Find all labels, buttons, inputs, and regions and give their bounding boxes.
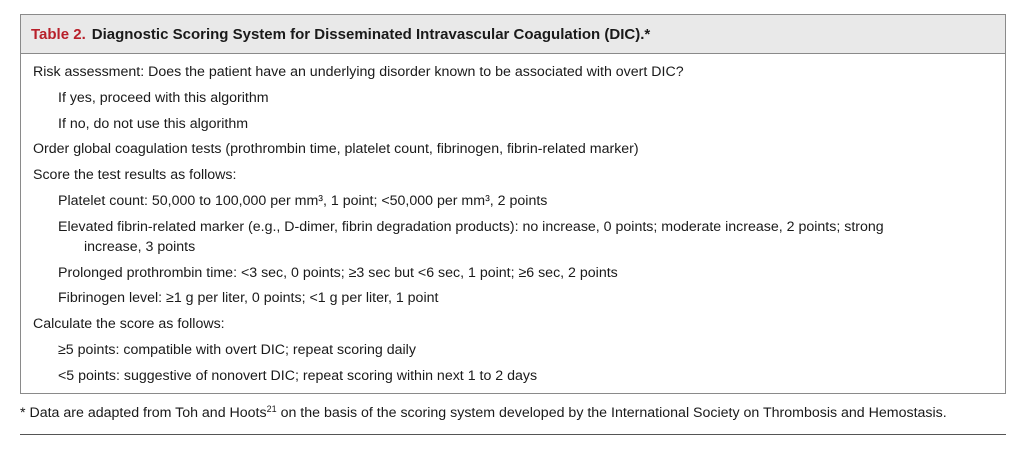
overt-dic-line: ≥5 points: compatible with overt DIC; re… [58,341,416,358]
table-title: Diagnostic Scoring System for Disseminat… [91,25,651,43]
table-label: Table 2. [31,25,86,43]
footnote-text: * Data are adapted from Toh and Hoots [20,405,267,421]
if-no-line: If no, do not use this algorithm [58,115,249,132]
fibrinogen-level-line: Fibrinogen level: ≥1 g per liter, 0 poin… [58,290,439,307]
order-tests-line: Order global coagulation tests (prothrom… [33,141,639,158]
fibrin-marker-line: Elevated fibrin-related marker (e.g., D-… [33,217,993,257]
platelet-count-line: Platelet count: 50,000 to 100,000 per mm… [58,192,548,209]
score-results-line: Score the test results as follows: [33,167,237,184]
bottom-rule [20,434,1006,435]
fibrin-marker-continuation: increase, 3 points [84,238,196,255]
if-yes-line: If yes, proceed with this algorithm [58,89,269,106]
fibrin-marker-text: Elevated fibrin-related marker (e.g., D-… [58,218,884,235]
nonovert-dic-line: <5 points: suggestive of nonovert DIC; r… [58,367,538,384]
table-body: Risk assessment: Does the patient have a… [21,54,1005,386]
table-title-bar: Table 2. Diagnostic Scoring System for D… [21,15,1005,54]
footnote-text-end: on the basis of the scoring system devel… [276,405,947,421]
table-frame: Table 2. Diagnostic Scoring System for D… [20,14,1006,394]
footnote-reference: 21 [266,404,277,414]
prothrombin-time-line: Prolonged prothrombin time: <3 sec, 0 po… [58,264,618,281]
calculate-score-line: Calculate the score as follows: [33,316,225,333]
risk-assessment-line: Risk assessment: Does the patient have a… [33,64,684,80]
table-footnote: * Data are adapted from Toh and Hoots21 … [20,404,947,421]
